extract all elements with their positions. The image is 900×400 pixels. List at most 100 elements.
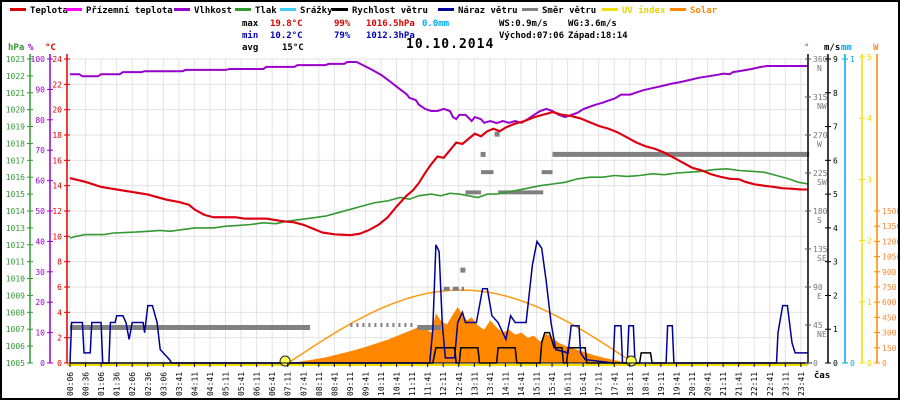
- legend-swatch: [670, 8, 686, 11]
- right-tick-label: 3: [833, 258, 838, 267]
- x-tick-label: 11:41: [424, 372, 433, 396]
- legend-item-n-raz-v-tru: Náraz větru: [438, 6, 518, 16]
- legend-label: Srážky: [300, 6, 333, 16]
- x-tick-label: 17:41: [610, 372, 619, 396]
- x-tick-label: 04:41: [206, 372, 215, 396]
- right-tick-label: 3: [867, 175, 872, 184]
- x-tick-label: 08:41: [330, 372, 339, 396]
- right-tick-label: 450: [882, 313, 897, 322]
- max-temp: 19.8°C: [270, 19, 303, 29]
- x-tick-label: 02:36: [144, 372, 153, 396]
- right-tick-label: 6: [833, 156, 838, 165]
- rain-total: 0.0mm: [422, 19, 450, 29]
- m/s-axis-title: m/s: [824, 43, 840, 53]
- x-axis-caption: čas: [814, 370, 830, 381]
- x-tick-label: 14:41: [517, 372, 526, 396]
- hPa-axis-title: hPa: [8, 43, 24, 53]
- x-tick-label: 05:41: [237, 372, 246, 396]
- °C-tick-label: 2: [57, 334, 62, 343]
- x-tick-label: 19:11: [657, 372, 666, 396]
- x-tick-label: 15:41: [548, 372, 557, 396]
- hPa-tick-label: 1012: [6, 241, 25, 250]
- hPa-tick-label: 1010: [6, 275, 25, 284]
- right-tick-label: 8: [833, 89, 838, 98]
- deg-tick-label: 0: [813, 359, 818, 368]
- legend-item-sm-r-v-tru: Směr větru: [522, 6, 596, 16]
- %-tick-label: 30: [35, 268, 45, 277]
- hPa-tick-label: 1015: [6, 190, 25, 199]
- x-tick-label: 23:11: [781, 372, 790, 396]
- %-tick-label: 60: [35, 177, 45, 186]
- wind-direction-segment: [460, 267, 466, 273]
- x-tick-label: 16:11: [564, 372, 573, 396]
- legend-swatch: [174, 8, 190, 11]
- temperature-line: [69, 111, 809, 237]
- hPa-tick-label: 1021: [6, 89, 25, 98]
- right-tick-label: 600: [882, 298, 897, 307]
- °C-tick-label: 12: [52, 207, 62, 216]
- x-tick-label: 10:11: [377, 372, 386, 396]
- legend-label: Solar: [690, 6, 718, 16]
- min-pressure: 1012.3hPa: [366, 31, 415, 41]
- legend-label: Tlak: [255, 6, 277, 16]
- legend-item-rychlost-v-tru: Rychlost větru: [332, 6, 428, 16]
- x-tick-label: 09:41: [361, 372, 370, 396]
- hPa-tick-label: 1022: [6, 72, 25, 81]
- legend-label: Vlhkost: [194, 6, 232, 16]
- °C-axis-title: °C: [45, 43, 56, 53]
- legend-swatch: [280, 8, 296, 11]
- hPa-tick-label: 1014: [6, 207, 25, 216]
- x-tick-label: 08:11: [315, 372, 324, 396]
- right-tick-label: 1500: [882, 207, 900, 216]
- °C-tick-label: 18: [52, 131, 62, 140]
- legend-label: UV index: [622, 6, 666, 16]
- %-tick-label: 20: [35, 298, 45, 307]
- legend-item-sr-ky: Srážky: [280, 6, 333, 16]
- compass-label: SW: [817, 178, 827, 187]
- %-axis-title: %: [28, 43, 34, 53]
- °C-tick-label: 4: [57, 308, 62, 317]
- avg-label: avg: [242, 43, 259, 53]
- x-tick-label: 21:11: [719, 372, 728, 396]
- wind-gust-max: WG:3.6m/s: [568, 19, 617, 29]
- x-tick-label: 00:06: [66, 372, 75, 396]
- right-tick-label: 750: [882, 283, 897, 292]
- legend-swatch: [235, 8, 251, 11]
- right-tick-label: 0: [882, 359, 887, 368]
- legend-item-teplota: Teplota: [10, 6, 68, 16]
- %-tick-label: 40: [35, 237, 45, 246]
- x-tick-label: 00:36: [82, 372, 91, 396]
- sunset-time: Západ:18:14: [568, 31, 628, 41]
- legend-item-uv-index: UV index: [602, 6, 665, 16]
- hPa-tick-label: 1007: [6, 325, 25, 334]
- x-tick-label: 14:11: [501, 372, 510, 396]
- hPa-tick-label: 1009: [6, 291, 25, 300]
- right-tick-label: 2: [833, 291, 838, 300]
- x-tick-label: 04:11: [190, 372, 199, 396]
- °C-tick-label: 24: [52, 55, 62, 64]
- °C-tick-label: 6: [57, 283, 62, 292]
- right-tick-label: 1: [850, 55, 855, 64]
- hPa-tick-label: 1008: [6, 308, 25, 317]
- right-tick-label: 4: [867, 114, 872, 123]
- right-tick-label: 0: [833, 359, 838, 368]
- solar-area: [291, 307, 634, 363]
- x-tick-label: 11:11: [408, 372, 417, 396]
- right-tick-label: 4: [833, 224, 838, 233]
- legend-swatch: [332, 8, 348, 11]
- legend-label: Náraz větru: [458, 6, 518, 16]
- °C-tick-label: 10: [52, 232, 62, 241]
- right-tick-label: 1: [867, 298, 872, 307]
- legend-label: Rychlost větru: [352, 6, 428, 16]
- compass-label: W: [817, 140, 822, 149]
- wind-direction-segment: [494, 131, 500, 137]
- %-tick-label: 100: [31, 55, 46, 64]
- legend-label: Teplota: [30, 6, 68, 16]
- deg-tick-label: 225: [813, 169, 828, 178]
- wind-speed-avg: WS:0.9m/s: [499, 19, 548, 29]
- right-tick-label: 9: [833, 55, 838, 64]
- max-humidity: 99%: [334, 19, 351, 29]
- %-tick-label: 50: [35, 207, 45, 216]
- x-tick-label: 20:41: [704, 372, 713, 396]
